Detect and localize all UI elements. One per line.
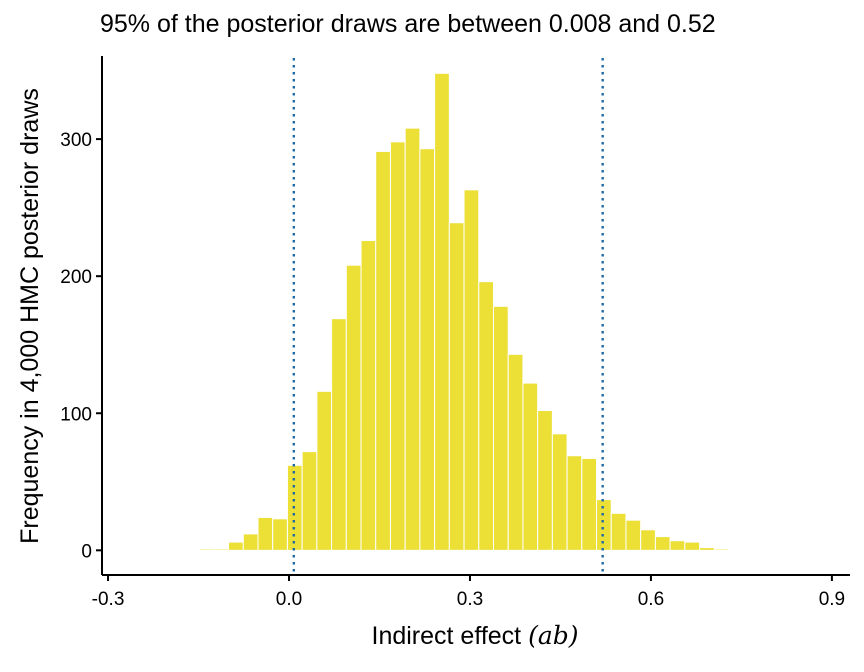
x-tick-label: -0.3 bbox=[92, 589, 125, 610]
histogram-bar bbox=[257, 516, 274, 551]
y-tick-label: 100 bbox=[60, 404, 92, 425]
y-axis-ticks: 0 100 200 300 bbox=[60, 130, 102, 562]
histogram-bar bbox=[625, 519, 642, 551]
x-tick-label: 0.6 bbox=[638, 589, 664, 610]
histogram-bar bbox=[404, 127, 421, 551]
histogram-bar bbox=[478, 281, 494, 551]
histogram-bar bbox=[522, 382, 539, 551]
reference-lines bbox=[292, 58, 604, 575]
histogram-bar bbox=[389, 141, 406, 551]
histogram-bar bbox=[301, 451, 318, 551]
chart-title: 95% of the posterior draws are between 0… bbox=[100, 10, 716, 38]
histogram-bar bbox=[640, 529, 656, 551]
x-tick-label: 0.3 bbox=[457, 589, 483, 610]
histogram-bar bbox=[360, 240, 377, 551]
histogram-bar bbox=[419, 148, 436, 551]
histogram-bar bbox=[272, 518, 288, 551]
histogram-bar bbox=[566, 455, 583, 551]
histogram-bar bbox=[228, 541, 244, 551]
y-axis-label: Frequency in 4,000 HMC posterior draws bbox=[16, 88, 44, 544]
histogram-bar bbox=[492, 305, 509, 551]
x-axis-label-math: (ab) bbox=[528, 621, 578, 650]
histogram-bar bbox=[331, 318, 347, 551]
histogram-bar bbox=[713, 548, 730, 551]
histogram-bar bbox=[610, 512, 627, 551]
histogram-bar bbox=[551, 433, 568, 551]
histogram-bar bbox=[684, 541, 701, 551]
histogram-bar bbox=[581, 457, 598, 551]
histogram-bar bbox=[375, 150, 391, 551]
histogram-bar bbox=[463, 189, 480, 551]
histogram-bar bbox=[654, 536, 671, 551]
histogram-bar bbox=[242, 533, 259, 551]
histogram-bar bbox=[448, 222, 465, 551]
histogram-bar bbox=[507, 353, 524, 551]
y-tick-label: 300 bbox=[60, 130, 92, 151]
histogram-bar bbox=[434, 72, 450, 551]
histogram-bar bbox=[316, 390, 333, 551]
x-tick-label: 0.0 bbox=[276, 589, 302, 610]
histogram-bars bbox=[198, 72, 730, 551]
histogram-bar bbox=[345, 264, 362, 551]
histogram-bar bbox=[213, 548, 230, 551]
x-tick-label: 0.9 bbox=[819, 589, 845, 610]
x-axis-label: Indirect effect (ab) bbox=[372, 621, 579, 650]
histogram-bar bbox=[699, 547, 715, 551]
y-tick-label: 0 bbox=[81, 541, 92, 562]
x-axis-label-text: Indirect effect bbox=[372, 622, 529, 650]
histogram-bar bbox=[669, 540, 686, 551]
histogram-bar bbox=[537, 410, 553, 551]
y-tick-label: 200 bbox=[60, 267, 92, 288]
histogram-bar bbox=[198, 548, 215, 551]
x-axis-ticks: -0.3 0.0 0.3 0.6 0.9 bbox=[92, 575, 845, 610]
histogram-bar bbox=[596, 499, 612, 551]
